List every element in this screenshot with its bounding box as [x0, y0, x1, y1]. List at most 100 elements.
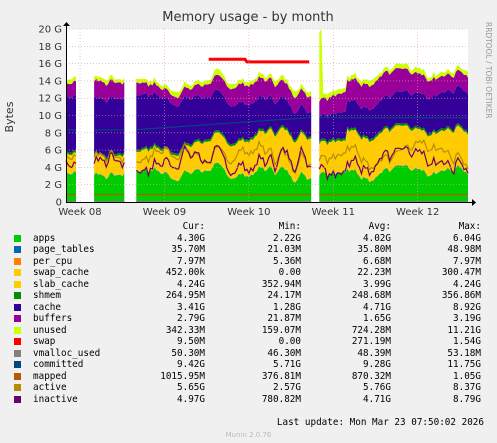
legend-swatch — [14, 280, 21, 288]
y-tick-label: 10 G — [38, 111, 62, 122]
line-swap — [208, 57, 310, 64]
area-cache — [66, 95, 76, 153]
legend-label: shmem — [33, 290, 61, 301]
legend-cur: 9.50M — [177, 336, 205, 347]
legend-cur: 4.97G — [177, 393, 205, 405]
y-axis-label: Bytes — [3, 101, 16, 132]
area-page-tables — [66, 171, 76, 175]
legend-row-active: active 5.65G 2.57G 5.76G 8.37G — [10, 382, 490, 394]
legend-row-cache: cache 3.41G 1.28G 4.71G 8.92G — [10, 302, 490, 314]
legend-min: 0.00 — [278, 336, 301, 347]
legend-cur: 3.41G — [177, 301, 205, 313]
legend-min: 159.07M — [261, 324, 301, 336]
legend-cur: 35.70M — [171, 244, 205, 255]
legend-row-page-tables: page_tables 35.70M 21.03M 35.80M 48.98M — [10, 244, 490, 256]
legend-min: 2.22G — [273, 232, 301, 244]
area-buffers — [66, 80, 76, 98]
y-tick-label: 6 G — [45, 146, 62, 157]
header-avg: Avg: — [368, 221, 391, 232]
legend-avg: 48.39M — [357, 347, 391, 359]
legend-max: 48.98M — [447, 244, 481, 255]
legend-row-vmalloc-used: vmalloc_used 50.30M 46.30M 48.39M 53.18M — [10, 348, 490, 360]
legend-row-slab-cache: slab_cache 4.24G 352.94M 3.99G 4.24G — [10, 279, 490, 291]
legend-avg: 35.80M — [357, 244, 391, 255]
x-axis-arrow — [472, 199, 476, 206]
legend-avg: 248.68M — [351, 290, 391, 301]
legend-swatch — [14, 372, 21, 380]
legend-max: 53.18M — [447, 347, 481, 359]
legend-max: 8.92G — [453, 301, 481, 313]
legend-avg: 724.28M — [351, 324, 391, 336]
legend-cur: 5.65G — [177, 382, 205, 393]
legend-swatch — [14, 257, 21, 265]
legend-cur: 2.79G — [177, 313, 205, 324]
area-per-cpu — [66, 171, 76, 175]
legend-row-per-cpu: per_cpu 7.97M 5.36M 6.68M 7.97M — [10, 256, 490, 268]
line-active — [65, 153, 77, 161]
legend-cur: 9.42G — [177, 359, 205, 370]
y-tick-label: 12 G — [38, 94, 62, 105]
legend-avg: 6.68M — [363, 255, 391, 267]
legend-row-swap: swap 9.50M 0.00 271.19M 1.54G — [10, 336, 490, 348]
legend-max: 7.97M — [453, 255, 481, 267]
legend-swatch — [14, 315, 21, 323]
line-inactive — [135, 144, 312, 178]
legend-min: 352.94M — [261, 278, 301, 290]
y-tick-label: 2 G — [45, 180, 62, 191]
chart-title: Memory usage - by month — [162, 10, 333, 25]
legend-cur: 4.30G — [177, 232, 205, 244]
legend-cur: 50.30M — [171, 347, 205, 359]
legend-max: 4.24G — [453, 278, 481, 290]
legend-max: 8.79G — [453, 393, 481, 405]
legend-max: 300.47M — [441, 267, 481, 278]
y-tick-label: 14 G — [38, 76, 62, 87]
legend-avg: 4.71G — [363, 393, 391, 405]
generator-label: Munin 2.0.76 — [225, 431, 272, 439]
legend-label: page_tables — [33, 244, 95, 255]
legend-swatch — [14, 384, 21, 392]
legend-max: 8.37G — [453, 382, 481, 393]
legend-cur: 342.33M — [165, 324, 205, 336]
header-max: Max: — [458, 221, 481, 232]
legend-row-committed: committed 9.42G 5.71G 9.28G 11.75G — [10, 359, 490, 371]
area-shmem — [319, 122, 468, 146]
legend-max: 1.05G — [453, 370, 481, 382]
legend-label: buffers — [33, 313, 73, 324]
legend-swatch — [14, 326, 21, 334]
legend-min: 376.81M — [261, 370, 301, 382]
legend-avg: 4.71G — [363, 301, 391, 313]
legend-label: per_cpu — [33, 255, 73, 267]
legend-swatch — [14, 292, 21, 300]
line-inactive — [318, 145, 469, 182]
legend-swatch — [14, 246, 21, 254]
legend-label: unused — [33, 324, 67, 336]
legend-swatch — [14, 338, 21, 346]
legend-max: 11.21G — [447, 324, 481, 336]
area-unused — [319, 28, 468, 102]
area-apps — [319, 165, 468, 202]
legend-max: 11.75G — [447, 359, 481, 370]
area-buffers — [94, 78, 125, 103]
legend-swatch — [14, 303, 21, 311]
x-tick-label: Week 12 — [396, 207, 439, 218]
legend-header: Cur: Min: Avg: Max: — [10, 221, 490, 233]
legend-label: cache — [33, 301, 61, 313]
legend-swatch — [14, 349, 21, 357]
area-shmem — [66, 150, 76, 155]
y-axis-arrow — [63, 22, 70, 26]
header-cur: Cur: — [182, 221, 205, 232]
legend-row-buffers: buffers 2.79G 21.87M 1.65G 3.19G — [10, 313, 490, 325]
legend-min: 0.00 — [278, 267, 301, 278]
legend-cur: 7.97M — [177, 255, 205, 267]
y-tick-label: 16 G — [38, 59, 62, 70]
x-tick-label: Week 11 — [312, 207, 355, 218]
legend-swatch — [14, 361, 21, 369]
last-update: Last update: Mon Mar 23 07:50:02 2026 — [276, 417, 484, 428]
legend-min: 5.71G — [273, 359, 301, 370]
x-tick-label: Week 08 — [58, 207, 101, 218]
header-min: Min: — [278, 221, 301, 232]
area-cache — [94, 95, 125, 158]
chart: Memory usage - by month Bytes RRDTOOL / … — [3, 10, 493, 218]
legend-avg: 5.76G — [363, 382, 391, 393]
legend-row-unused: unused 342.33M 159.07M 724.28M 11.21G — [10, 325, 490, 337]
